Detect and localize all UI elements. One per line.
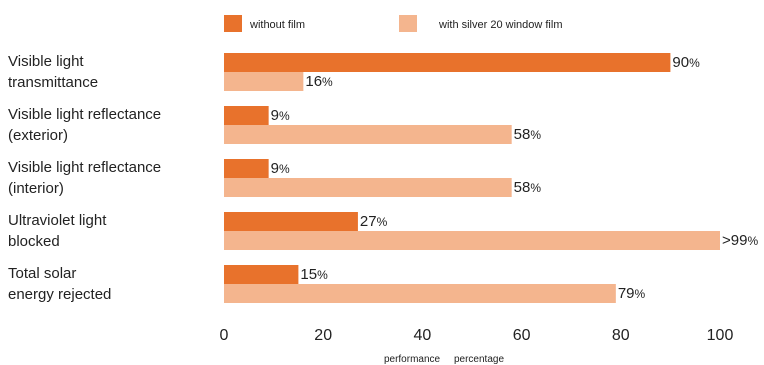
- data-label: 27%: [360, 213, 388, 230]
- x-tick-label: 40: [414, 327, 432, 344]
- data-label: 79%: [618, 285, 646, 302]
- bar-without-film: [224, 159, 269, 178]
- bar-with-film: [224, 72, 304, 91]
- legend-label-1: with silver 20 window film: [438, 19, 562, 31]
- data-label: 15%: [300, 266, 328, 283]
- category-label: Total solar energy rejected: [8, 265, 111, 303]
- data-label: 9%: [271, 160, 290, 177]
- bar-with-film: [224, 178, 512, 197]
- data-label: 16%: [305, 73, 333, 90]
- category-label: Visible light reflectance (exterior): [8, 106, 161, 144]
- category-label: Visible light reflectance (interior): [8, 159, 161, 197]
- x-tick-label: 80: [612, 327, 630, 344]
- x-tick-label: 20: [314, 327, 332, 344]
- data-label: 9%: [271, 107, 290, 124]
- x-axis-ticks: 0 20 40 60 80 100: [220, 327, 734, 344]
- legend-swatch-0: [224, 15, 242, 32]
- legend-swatch-1: [399, 15, 417, 32]
- category-label: Visible light transmittance: [8, 53, 98, 91]
- bars: 90% 16% 9% 58% 9% 58% 27% >99% 15% 79%: [224, 53, 758, 303]
- data-label: 58%: [514, 126, 542, 143]
- bar-with-film: [224, 284, 616, 303]
- legend-label-0: without film: [249, 19, 305, 31]
- category-labels: Visible light transmittance Visible light …: [8, 53, 161, 303]
- data-label: 58%: [514, 179, 542, 196]
- x-axis-title: performance percentage: [384, 354, 505, 365]
- x-tick-label: 100: [707, 327, 734, 344]
- data-label: 90%: [672, 54, 700, 71]
- category-label: Ultraviolet light blocked: [8, 212, 107, 250]
- bar-without-film: [224, 53, 671, 72]
- x-tick-label: 60: [513, 327, 531, 344]
- bar-without-film: [224, 265, 299, 284]
- x-tick-label: 0: [220, 327, 229, 344]
- bar-with-film: [224, 125, 512, 144]
- bar-without-film: [224, 106, 269, 125]
- data-label: >99%: [722, 232, 758, 249]
- legend: without film with silver 20 window film: [224, 15, 562, 32]
- bar-with-film: [224, 231, 720, 250]
- bar-without-film: [224, 212, 358, 231]
